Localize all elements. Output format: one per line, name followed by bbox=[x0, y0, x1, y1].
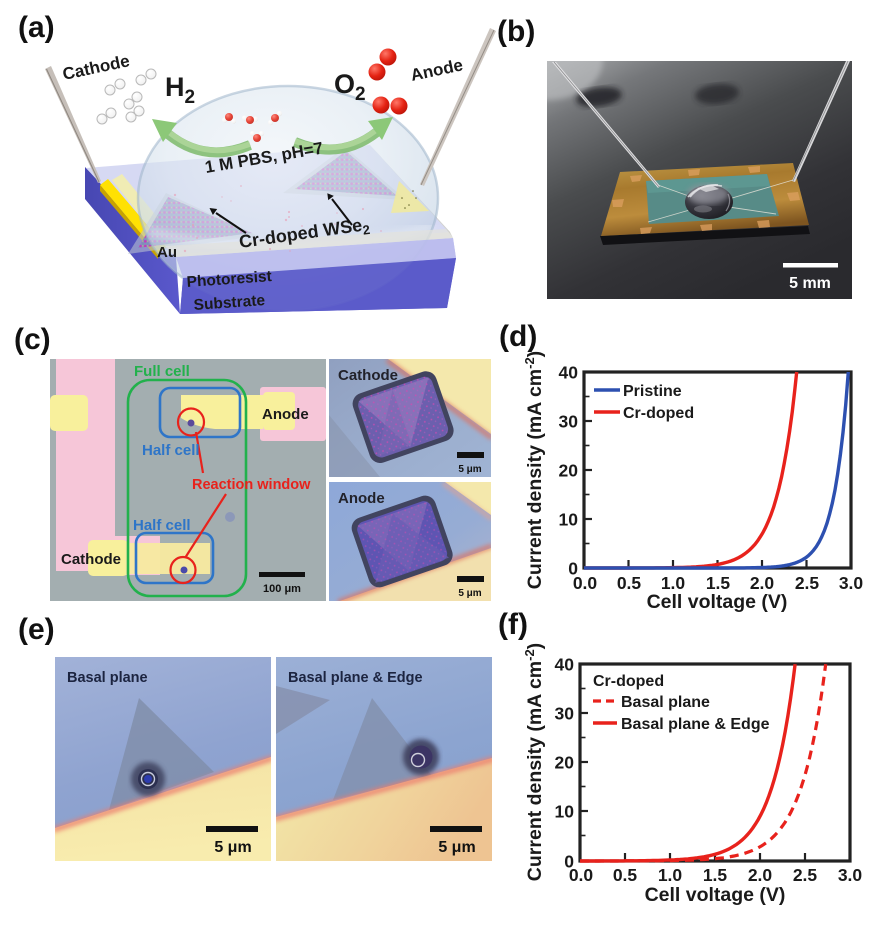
svg-text:30: 30 bbox=[555, 704, 575, 724]
svg-text:0: 0 bbox=[564, 852, 574, 872]
svg-text:5 μm: 5 μm bbox=[458, 588, 481, 599]
svg-text:Half cell: Half cell bbox=[133, 517, 191, 534]
svg-text:Cell voltage (V): Cell voltage (V) bbox=[645, 884, 786, 906]
svg-text:Pristine: Pristine bbox=[623, 383, 682, 400]
svg-text:Current density (mA cm-2): Current density (mA cm-2) bbox=[522, 351, 546, 589]
svg-text:5 μm: 5 μm bbox=[214, 839, 251, 856]
svg-text:1.5: 1.5 bbox=[703, 865, 728, 885]
svg-text:1.0: 1.0 bbox=[661, 573, 686, 593]
svg-text:0: 0 bbox=[568, 559, 578, 579]
svg-text:Cr-doped: Cr-doped bbox=[623, 405, 694, 422]
svg-text:20: 20 bbox=[559, 461, 579, 481]
svg-text:0.0: 0.0 bbox=[569, 865, 594, 885]
svg-text:Anode: Anode bbox=[409, 55, 465, 85]
svg-text:Anode: Anode bbox=[262, 406, 309, 423]
svg-text:1.0: 1.0 bbox=[658, 865, 683, 885]
svg-text:H2: H2 bbox=[165, 72, 195, 108]
svg-text:0.0: 0.0 bbox=[573, 573, 598, 593]
svg-text:Half cell: Half cell bbox=[142, 442, 200, 459]
svg-text:40: 40 bbox=[555, 655, 575, 675]
svg-text:3.0: 3.0 bbox=[838, 865, 863, 885]
svg-text:Basal plane & Edge: Basal plane & Edge bbox=[288, 670, 423, 686]
svg-text:Cr-doped: Cr-doped bbox=[593, 673, 664, 690]
svg-text:40: 40 bbox=[559, 363, 579, 383]
svg-text:Cathode: Cathode bbox=[338, 367, 398, 384]
svg-text:Photoresist: Photoresist bbox=[186, 268, 272, 291]
svg-text:Full cell: Full cell bbox=[134, 363, 190, 380]
svg-text:0.5: 0.5 bbox=[613, 865, 638, 885]
svg-text:10: 10 bbox=[555, 802, 575, 822]
svg-text:2.0: 2.0 bbox=[748, 865, 773, 885]
svg-text:Cell voltage (V): Cell voltage (V) bbox=[647, 591, 788, 613]
svg-text:5 μm: 5 μm bbox=[458, 464, 481, 475]
svg-text:Anode: Anode bbox=[338, 490, 385, 507]
svg-text:0.5: 0.5 bbox=[617, 573, 642, 593]
svg-text:Reaction window: Reaction window bbox=[192, 477, 311, 493]
svg-text:20: 20 bbox=[555, 753, 575, 773]
svg-text:Au: Au bbox=[157, 244, 177, 261]
svg-text:2.0: 2.0 bbox=[750, 573, 775, 593]
svg-text:Basal plane: Basal plane bbox=[67, 670, 148, 686]
svg-text:2.5: 2.5 bbox=[793, 865, 818, 885]
svg-text:5 μm: 5 μm bbox=[438, 839, 475, 856]
svg-text:Substrate: Substrate bbox=[193, 292, 266, 314]
svg-text:100 μm: 100 μm bbox=[263, 583, 301, 595]
svg-text:2.5: 2.5 bbox=[795, 573, 820, 593]
svg-text:5 mm: 5 mm bbox=[789, 275, 831, 292]
svg-text:Cathode: Cathode bbox=[61, 551, 121, 568]
svg-text:3.0: 3.0 bbox=[839, 573, 864, 593]
svg-text:30: 30 bbox=[559, 412, 579, 432]
svg-text:10: 10 bbox=[559, 510, 579, 530]
svg-text:1.5: 1.5 bbox=[706, 573, 731, 593]
svg-text:Basal plane & Edge: Basal plane & Edge bbox=[621, 716, 770, 733]
svg-text:Current density (mA cm-2): Current density (mA cm-2) bbox=[522, 643, 546, 881]
svg-text:Basal plane: Basal plane bbox=[621, 694, 710, 711]
